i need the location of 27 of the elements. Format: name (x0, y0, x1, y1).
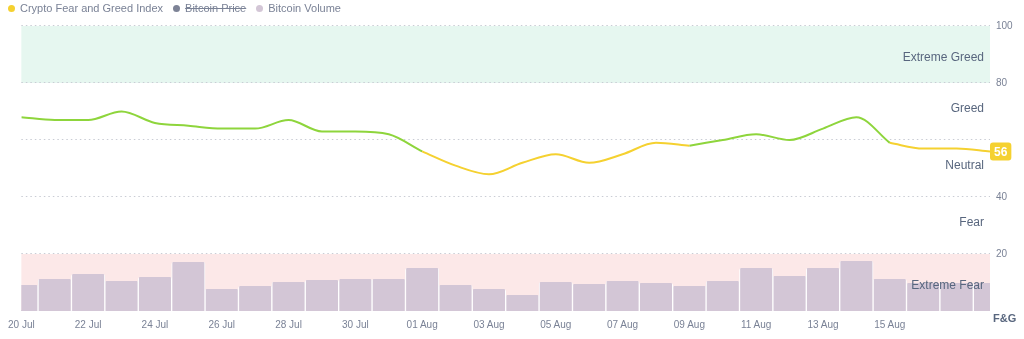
x-tick-label: 03 Aug (473, 318, 505, 330)
legend-label: Crypto Fear and Greed Index (20, 2, 164, 14)
y-axis-title: F&G (993, 312, 1017, 325)
y-tick-label: 40 (996, 190, 1008, 202)
y-tick-label: 20 (996, 247, 1008, 259)
x-tick-label: 22 Jul (74, 318, 102, 330)
annotation: Fear (959, 214, 984, 229)
x-tick-label: 09 Aug (673, 318, 705, 330)
x-tick-label: 07 Aug (607, 318, 639, 330)
legend-label: Bitcoin Price (185, 2, 247, 14)
x-tick-label: 15 Aug (874, 318, 906, 330)
y-tick-label: 80 (996, 76, 1008, 88)
x-tick-label: 30 Jul (342, 318, 369, 330)
x-tick-label: 05 Aug (540, 318, 572, 330)
x-tick-label: 20 Jul (8, 318, 35, 330)
x-tick-label: 11 Aug (740, 318, 772, 330)
annotation: Neutral (945, 157, 984, 172)
x-tick-label: 26 Jul (208, 318, 236, 330)
x-tick-label: 24 Jul (141, 318, 169, 330)
legend-label: Bitcoin Volume (268, 2, 341, 14)
band-label: Extreme Greed (902, 50, 984, 65)
y-tick-label: 100 (996, 19, 1014, 31)
x-tick-label: 28 Jul (275, 318, 302, 330)
x-tick-label: 01 Aug (406, 318, 438, 330)
annotation: 56 (994, 144, 1008, 159)
annotation: Greed (950, 100, 984, 115)
x-tick-label: 13 Aug (807, 318, 839, 330)
